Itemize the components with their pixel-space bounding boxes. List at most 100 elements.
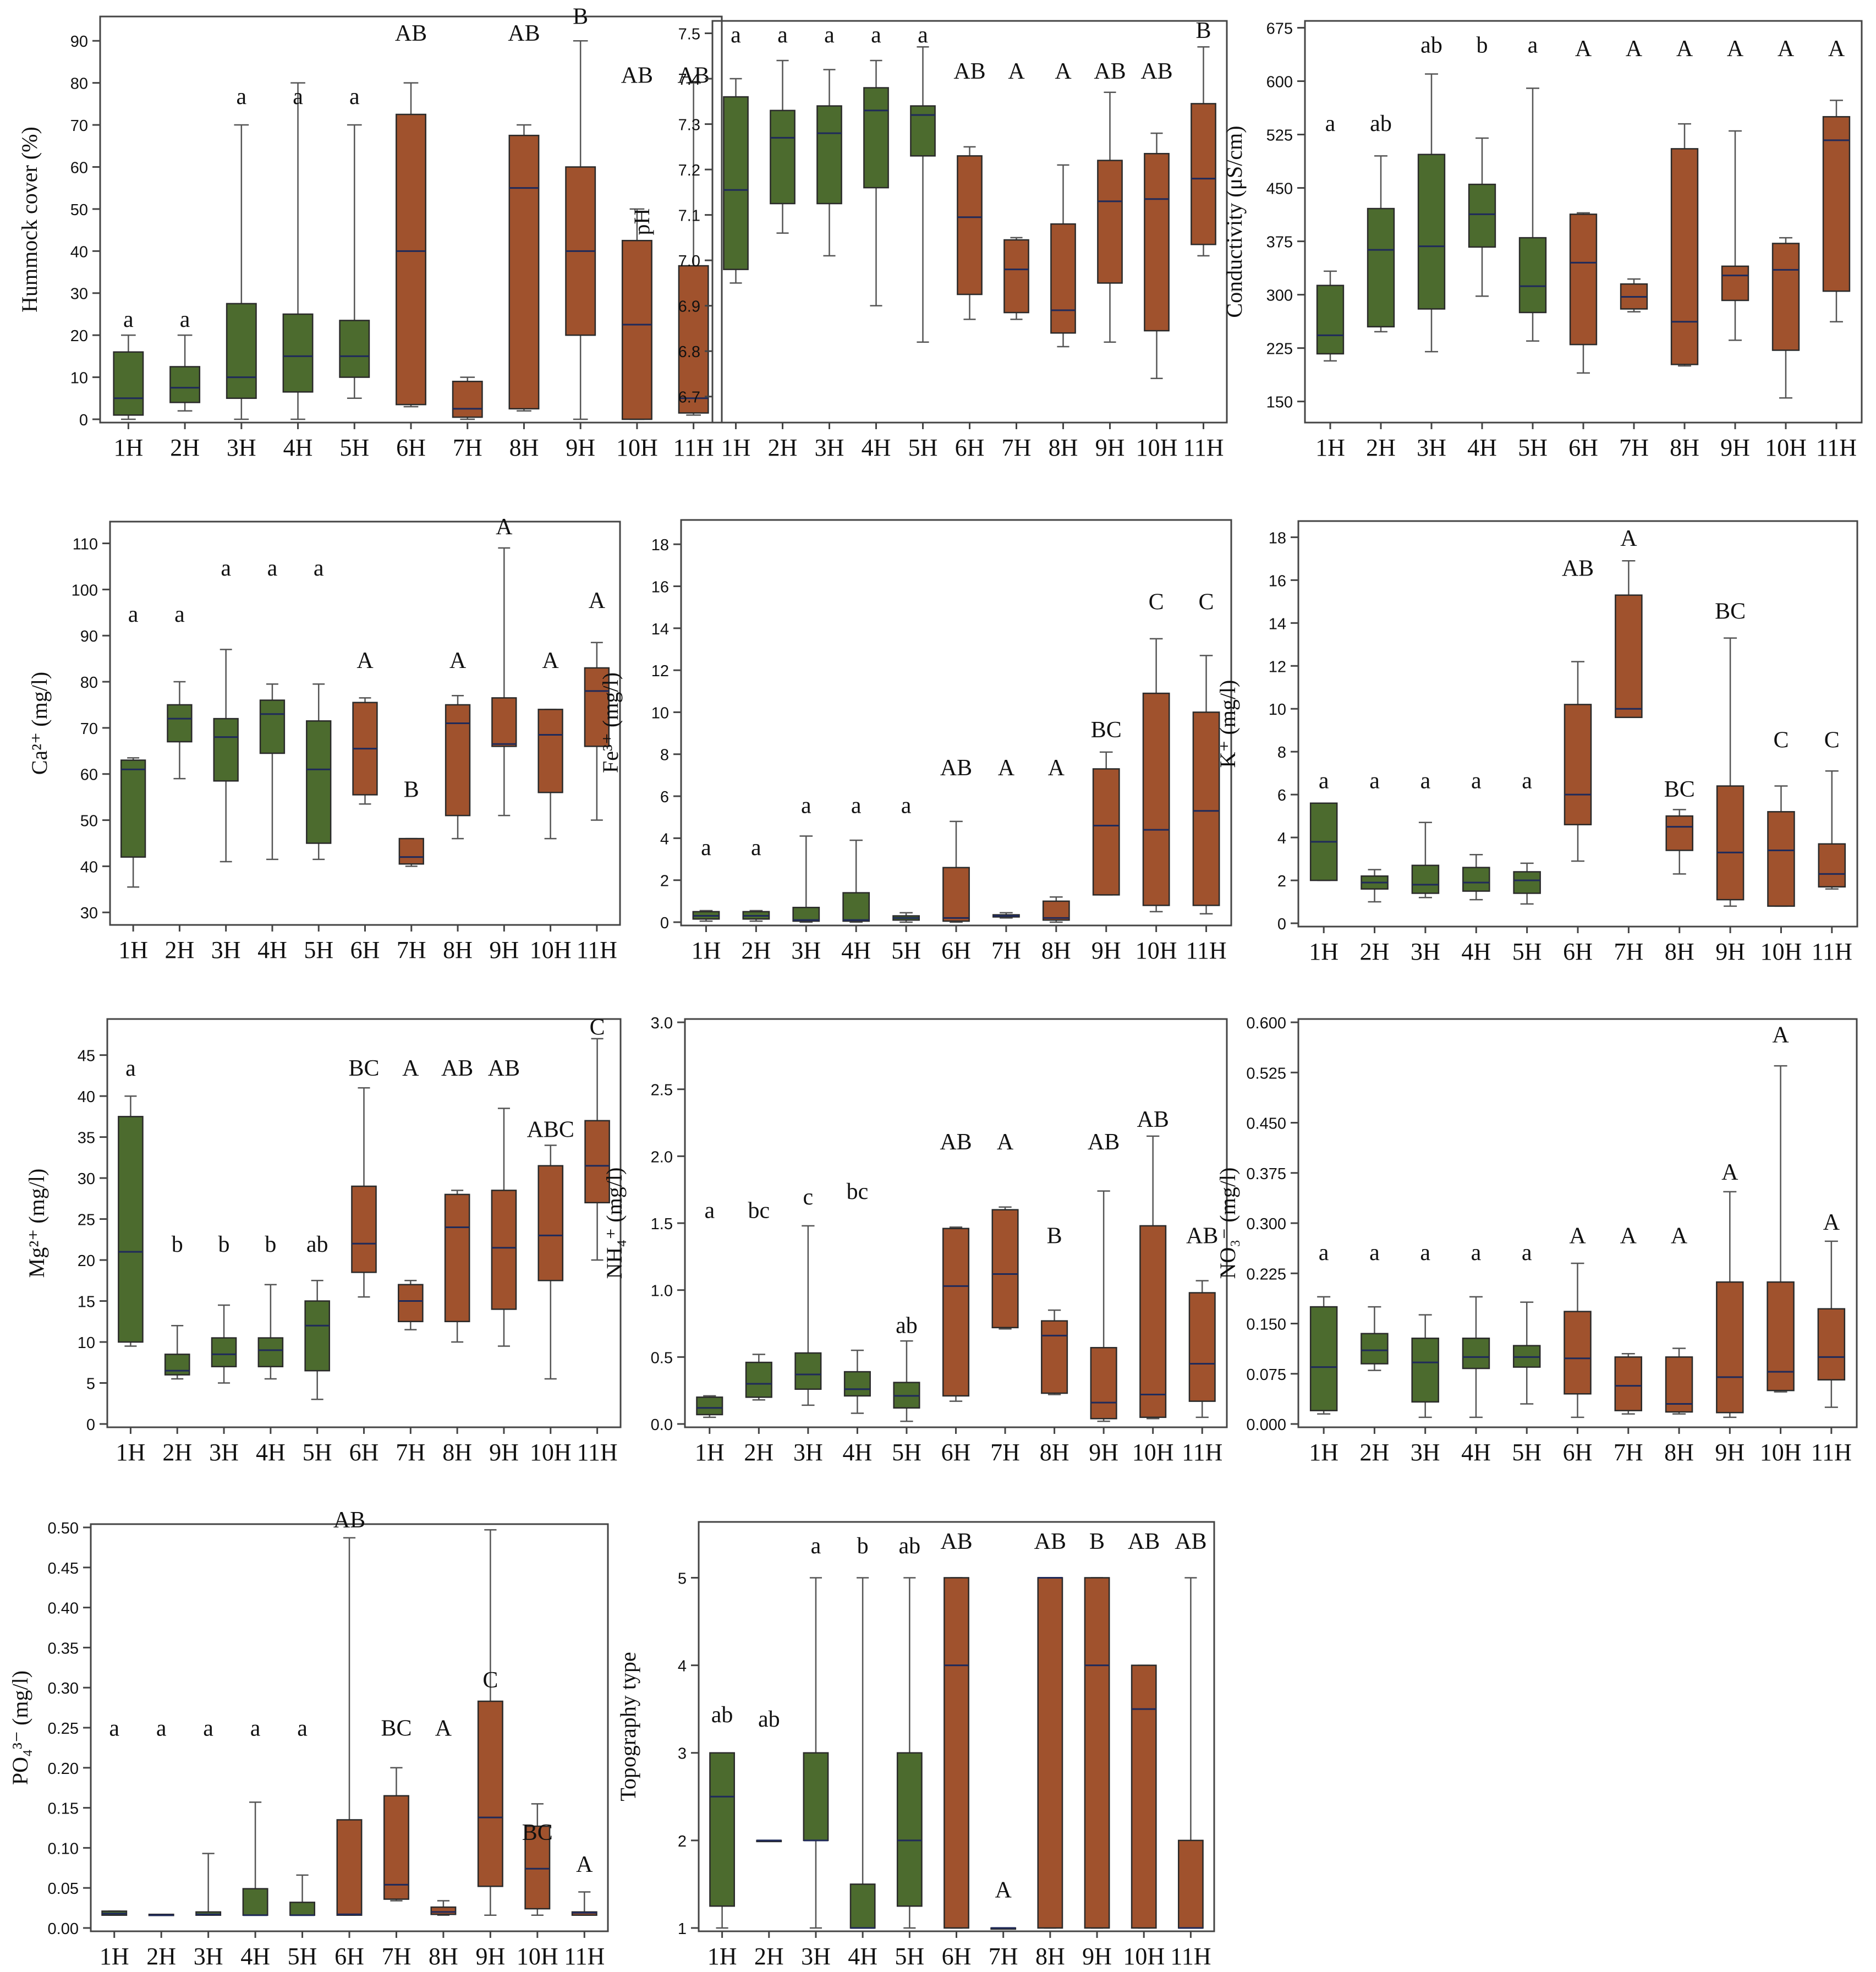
y-tick-label: 0.00 [48, 1920, 79, 1938]
x-tick-label: 8H [429, 1943, 458, 1970]
x-tick-label: 2H [162, 1439, 192, 1466]
box-iqr [1050, 223, 1076, 334]
y-tick-label: 300 [1266, 287, 1293, 305]
y-tick-label: 16 [651, 578, 669, 596]
x-tick-label: 4H [841, 937, 871, 964]
y-axis-label: NO₃⁻ (mg/l) [1215, 1168, 1240, 1279]
x-tick-label: 1H [116, 1439, 146, 1466]
significance-letter: a [851, 793, 862, 819]
x-tick-label: 3H [227, 434, 256, 461]
significance-letter: AB [441, 1056, 473, 1081]
box-iqr [942, 1228, 970, 1397]
y-tick-label: 100 [72, 582, 98, 599]
y-tick-label: 60 [80, 766, 98, 784]
box-iqr [398, 1284, 424, 1323]
significance-letter: a [871, 23, 881, 48]
box-iqr [1417, 154, 1446, 310]
box-iqr [1462, 867, 1490, 892]
y-tick-label: 90 [80, 628, 98, 645]
y-tick-label: 1.0 [651, 1283, 673, 1300]
significance-letter: A [542, 648, 559, 673]
y-axis-label: Ca²⁺ (mg/l) [27, 672, 52, 775]
y-tick-label: 0.50 [48, 1520, 79, 1537]
chart-panel: 150 225 300 375 450 525 600 675 Conductivity (μS… [1222, 20, 1863, 461]
y-tick-label: 70 [70, 117, 88, 135]
x-tick-label: 4H [848, 1943, 877, 1970]
x-tick-label: 6H [1563, 1439, 1593, 1466]
significance-letter: A [1620, 1224, 1637, 1249]
significance-letter: a [1420, 1240, 1430, 1266]
y-tick-label: 0.075 [1246, 1366, 1286, 1384]
significance-letter: AB [1140, 59, 1172, 84]
x-tick-label: 7H [453, 434, 482, 461]
y-tick-label: 0.000 [1246, 1416, 1286, 1434]
significance-letter: BC [348, 1056, 379, 1081]
y-tick-label: 80 [70, 75, 88, 93]
box-iqr [1468, 183, 1496, 248]
box-iqr [1192, 711, 1220, 906]
chart-panel: 0 2 4 6 8 10 12 14 16 18 Fe³⁺ (mg/l) 1H 2H 3H 4H 5H 6H 7H… [598, 519, 1232, 964]
box-iqr [430, 1906, 457, 1915]
significance-letter: A [997, 1130, 1014, 1155]
y-tick-label: 2 [1277, 873, 1286, 890]
y-tick-label: 2 [678, 1833, 687, 1850]
y-tick-label: 0.0 [651, 1416, 673, 1434]
x-tick-label: 8H [1670, 434, 1699, 461]
significance-letter: A [1778, 36, 1795, 62]
y-tick-label: 150 [1266, 394, 1293, 412]
x-tick-label: 3H [211, 936, 241, 963]
y-tick-label: 7.0 [678, 253, 700, 270]
box-iqr [1665, 1356, 1693, 1413]
y-tick-label: 40 [80, 858, 98, 876]
x-tick-label: 11H [564, 1943, 605, 1970]
box-iqr [1188, 1292, 1216, 1402]
box-iqr [120, 759, 146, 858]
box-iqr [1042, 900, 1070, 921]
significance-letter: a [918, 23, 928, 48]
box-iqr [257, 1337, 284, 1367]
y-tick-label: 25 [78, 1212, 95, 1229]
box-iqr [863, 87, 889, 189]
x-tick-label: 9H [475, 1943, 505, 1970]
y-tick-label: 14 [651, 621, 669, 638]
x-tick-label: 1H [1315, 434, 1345, 461]
box-iqr [1518, 237, 1547, 314]
box-iqr [169, 366, 201, 403]
x-tick-label: 1H [692, 937, 721, 964]
box-iqr [696, 1396, 723, 1416]
significance-letter: b [857, 1533, 869, 1559]
box-iqr [537, 1165, 564, 1281]
significance-letter: AB [940, 1529, 972, 1554]
box-iqr [242, 1888, 268, 1916]
box-iqr [723, 96, 749, 270]
significance-letter: A [995, 1877, 1012, 1903]
x-tick-label: 11H [1183, 434, 1224, 461]
y-axis-label: Topography type [616, 1652, 640, 1801]
y-tick-label: 0.40 [48, 1600, 79, 1618]
y-tick-label: 10 [78, 1334, 95, 1352]
x-tick-label: 2H [165, 936, 195, 963]
box-iqr [621, 239, 652, 420]
y-tick-label: 6.8 [678, 343, 700, 361]
significance-letter: A [1626, 36, 1643, 62]
y-tick-label: 0.15 [48, 1800, 79, 1818]
x-tick-label: 2H [170, 434, 200, 461]
box-iqr [803, 1752, 829, 1842]
y-tick-label: 7.1 [678, 207, 700, 225]
y-tick-label: 60 [70, 159, 88, 177]
y-tick-label: 20 [78, 1252, 95, 1270]
x-tick-label: 7H [382, 1943, 412, 1970]
significance-letter: a [901, 793, 912, 819]
box-iqr [1131, 1664, 1157, 1929]
significance-letter: A [1048, 755, 1065, 781]
box-iqr [304, 1300, 330, 1372]
x-tick-label: 3H [194, 1943, 223, 1970]
significance-letter: a [125, 1056, 136, 1081]
x-tick-label: 10H [1765, 434, 1807, 461]
significance-letter: A [576, 1852, 593, 1877]
significance-letter: AB [940, 1130, 972, 1155]
x-tick-label: 11H [1170, 1943, 1211, 1970]
y-tick-label: 10 [70, 370, 88, 387]
y-tick-label: 0.10 [48, 1840, 79, 1858]
y-tick-label: 14 [1269, 615, 1286, 633]
